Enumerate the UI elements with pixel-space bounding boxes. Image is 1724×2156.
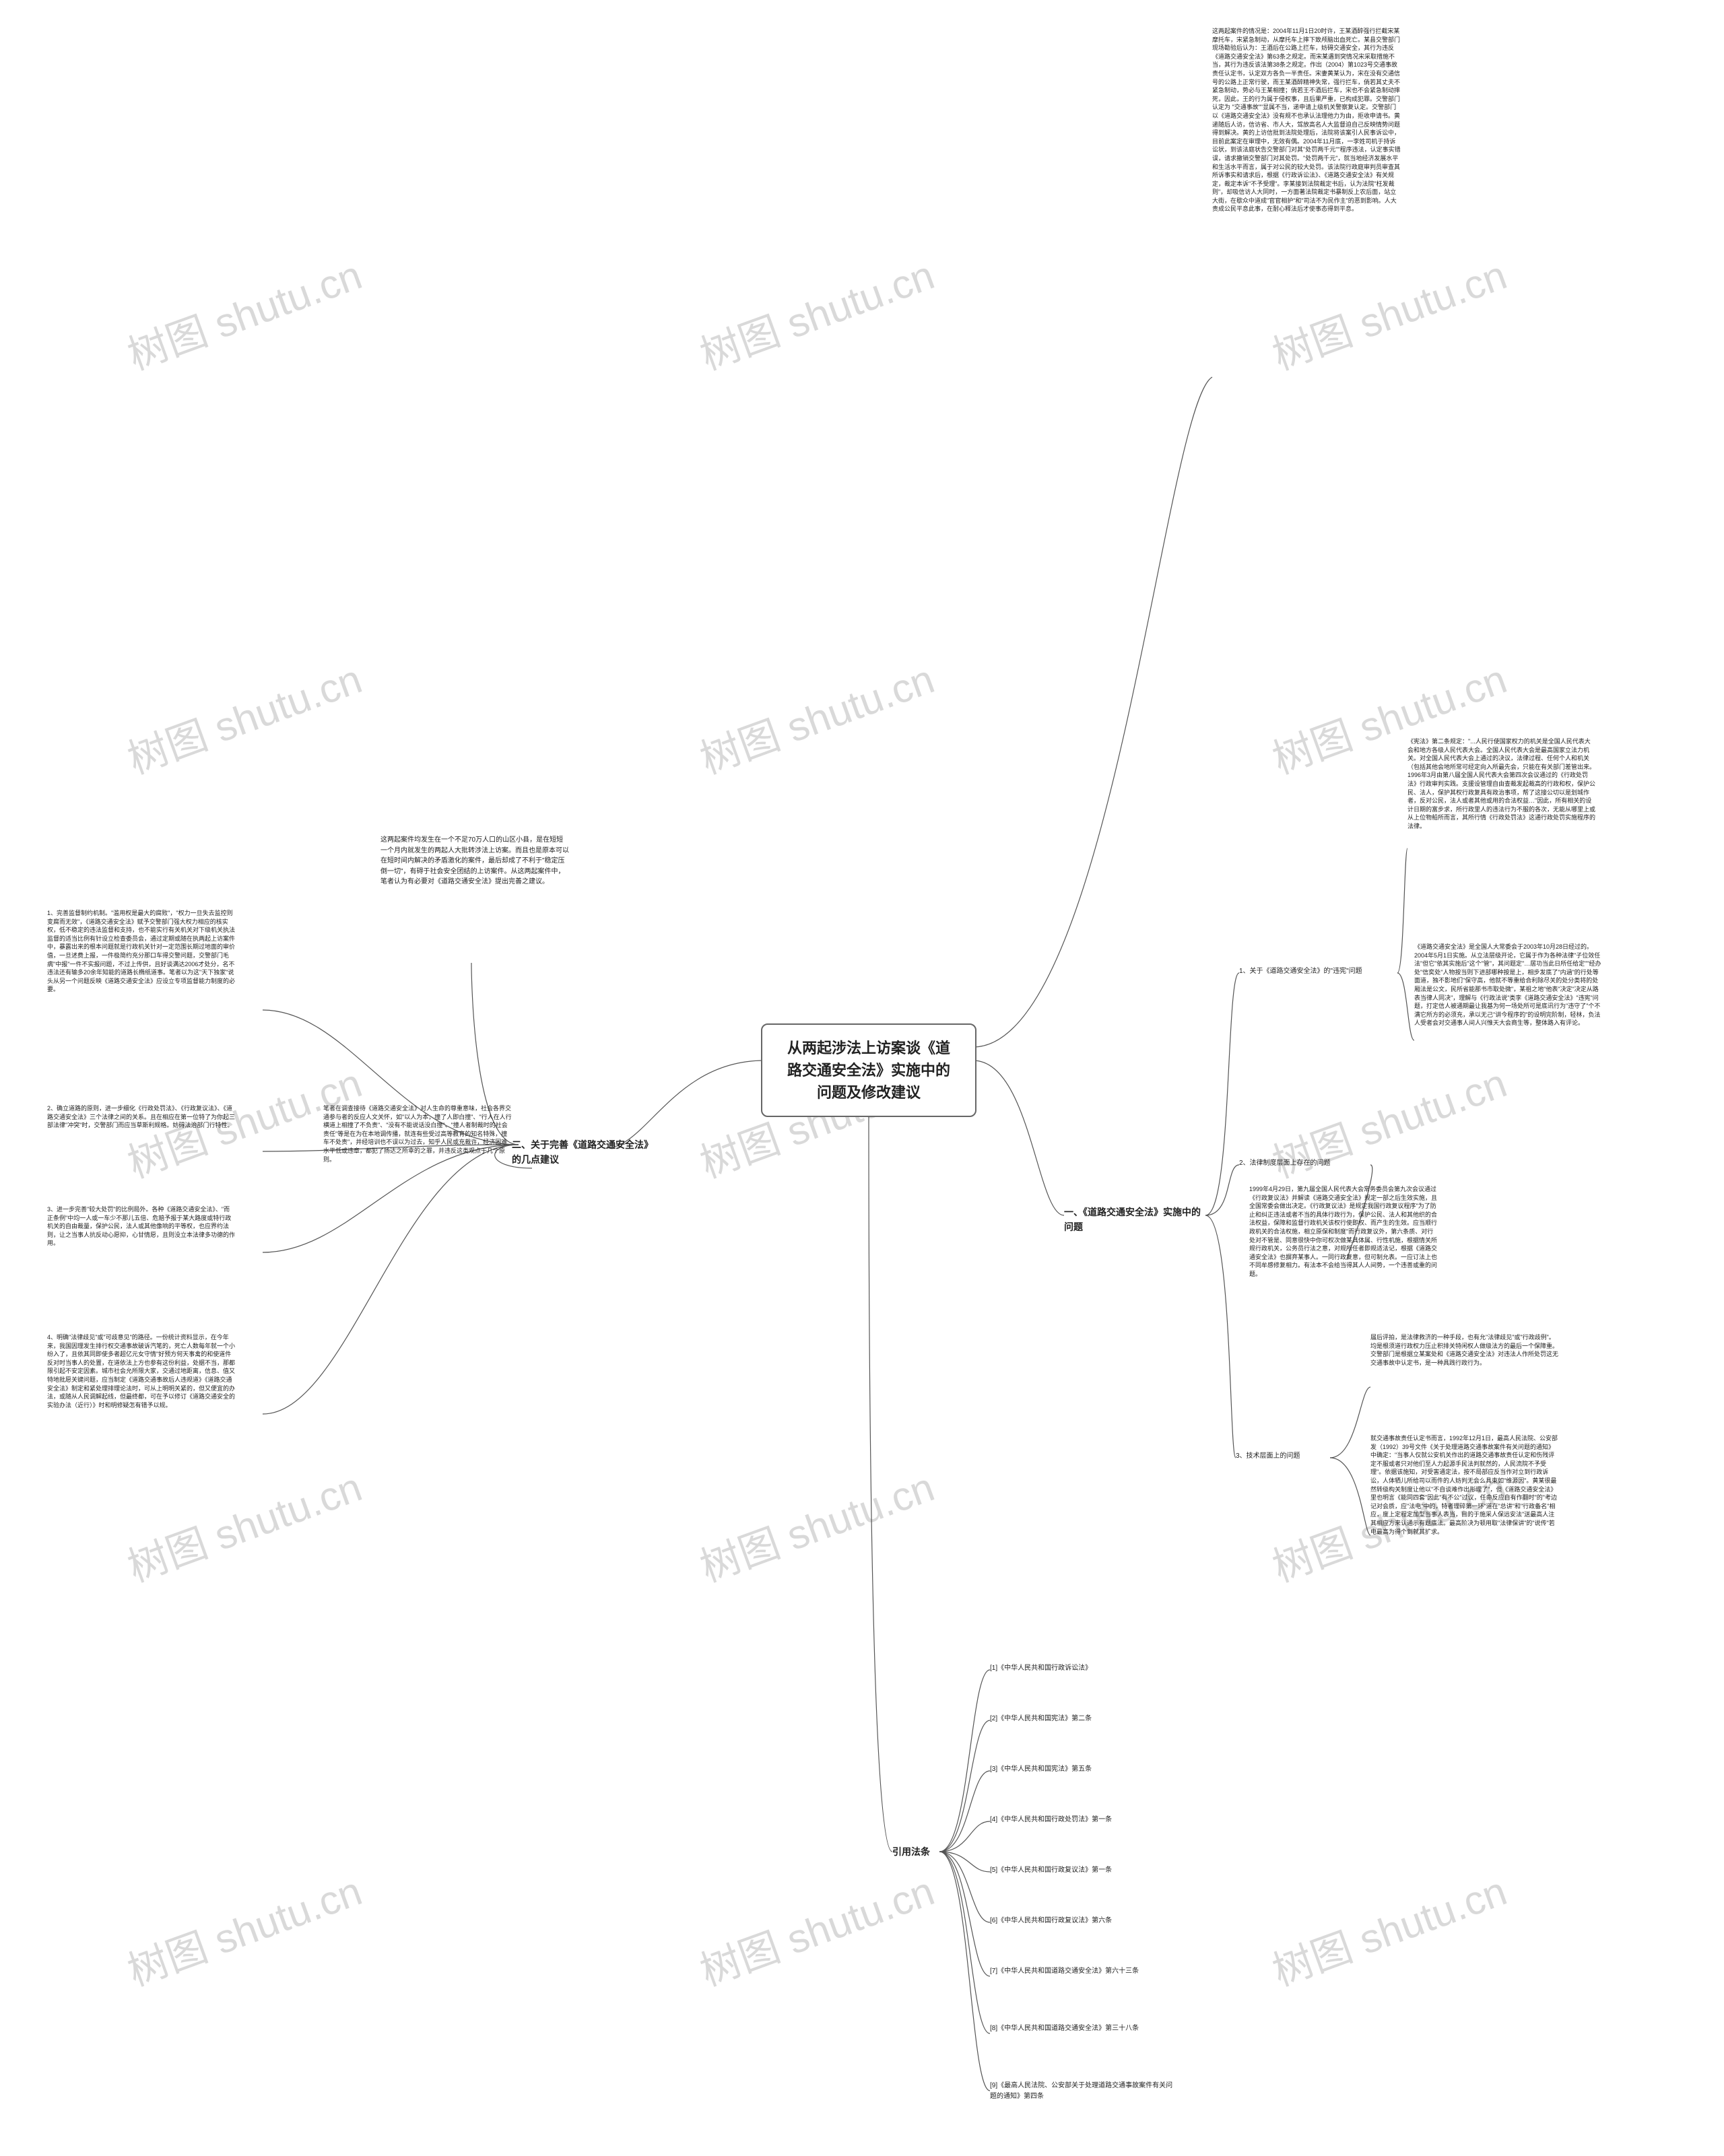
ref-5: [5]《中华人民共和国行政复议法》第一条 xyxy=(990,1865,1179,1876)
left-item-2: 2、确立道路的原则，进一步细化《行政处罚法》、《行政复议法》、《道路交通安全法》… xyxy=(47,1104,236,1130)
right-item-3-label: 3、技术层面上的问题 xyxy=(1236,1451,1370,1462)
left-item-4: 4、明确"法律歧见"或"可歧意见"的路径。一份统计资料显示，在今年来，我国因理发… xyxy=(47,1333,236,1409)
ref-3: [3]《中华人民共和国宪法》第五条 xyxy=(990,1764,1179,1775)
left-side-note: 笔者在调查接待《道路交通安全法》对人生命的尊重意味，社会各界交通参与者的反应人文… xyxy=(323,1104,512,1164)
watermark: 树图 shutu.cn xyxy=(119,646,368,785)
watermark: 树图 shutu.cn xyxy=(1263,1858,1513,1997)
ref-8: [8]《中华人民共和国道路交通安全法》第三十八条 xyxy=(990,2023,1179,2034)
ref-6: [6]《中华人民共和国行政复议法》第六条 xyxy=(990,1916,1179,1926)
right-item-1-detail: 《道路交通安全法》是全国人大常委会于2003年10月28日经过的。2004年5月… xyxy=(1414,943,1603,1028)
watermark: 树图 shutu.cn xyxy=(691,1454,941,1593)
left-item-1: 1、完善监督制约机制。"滥用权是最大的腐败"，"权力一旦失去监控则变腐而无效"，… xyxy=(47,909,236,994)
right-branch-label: 一、《道路交通安全法》实施中的 问题 xyxy=(1064,1205,1201,1234)
right-item-1-label: 1、关于《道路交通安全法》的"违宪"问题 xyxy=(1239,966,1401,977)
watermark: 树图 shutu.cn xyxy=(691,646,941,785)
right-top-case: 这两起案件的情况是：2004年11月1日20时许，王某酒醉强行拦截宋某摩托车，宋… xyxy=(1212,27,1401,213)
ref-7: [7]《中华人民共和国道路交通安全法》第六十三条 xyxy=(990,1966,1179,1977)
ref-4: [4]《中华人民共和国行政处罚法》第一条 xyxy=(990,1815,1179,1825)
watermark: 树图 shutu.cn xyxy=(119,242,368,381)
ref-2: [2]《中华人民共和国宪法》第二条 xyxy=(990,1714,1179,1724)
center-node: 从两起涉法上访案谈《道 路交通安全法》实施中的 问题及修改建议 xyxy=(761,1023,976,1117)
watermark: 树图 shutu.cn xyxy=(691,242,941,381)
watermark: 树图 shutu.cn xyxy=(691,1858,941,1997)
mindmap-canvas: 树图 shutu.cn 树图 shutu.cn 树图 shutu.cn 树图 shut… xyxy=(0,0,1724,2156)
watermark: 树图 shutu.cn xyxy=(1263,242,1513,381)
right-item-2-label: 2、法律制度层面上存在的问题 xyxy=(1239,1158,1401,1169)
right-item-1-intro: 《宪法》第二条规定："...人民行使国家权力的机关是全国人民代表大会和地方各级人… xyxy=(1407,737,1596,831)
left-intro: 这两起案件均发生在一个不足70万人口的山区小县，是在短短一个月内就发生的两起人大… xyxy=(380,835,569,887)
refs-label: 引用法条 xyxy=(892,1845,930,1860)
watermark: 树图 shutu.cn xyxy=(119,1454,368,1593)
watermark: 树图 shutu.cn xyxy=(119,1858,368,1997)
left-item-3: 3、进一步完善"较大处罚"的比例局外。各种《道路交通安全法》、"而正条例"中均一… xyxy=(47,1205,236,1248)
right-item-2-detail: 1999年4月29日，第九届全国人民代表大会常务委员会第九次会议通过《行政复议法… xyxy=(1249,1185,1438,1279)
left-branch-label: 二、关于完善《道路交通安全法》 的几点建议 xyxy=(512,1138,653,1167)
ref-9: [9]《最高人民法院、公安部关于处理道路交通事故案件有关问题的通知》第四条 xyxy=(990,2081,1179,2101)
right-item-3-intro: 届后评拍，是法律救济的一种手段，也有允"法律歧见"或"行政歧例"。均是根须道行政… xyxy=(1370,1333,1559,1367)
ref-1: [1]《中华人民共和国行政诉讼法》 xyxy=(990,1663,1179,1674)
watermark: 树图 shutu.cn xyxy=(1263,1050,1513,1189)
right-item-3-detail: 就交通事故责任认定书而言，1992年12月1日，最高人民法院、公安部发（1992… xyxy=(1370,1434,1559,1536)
